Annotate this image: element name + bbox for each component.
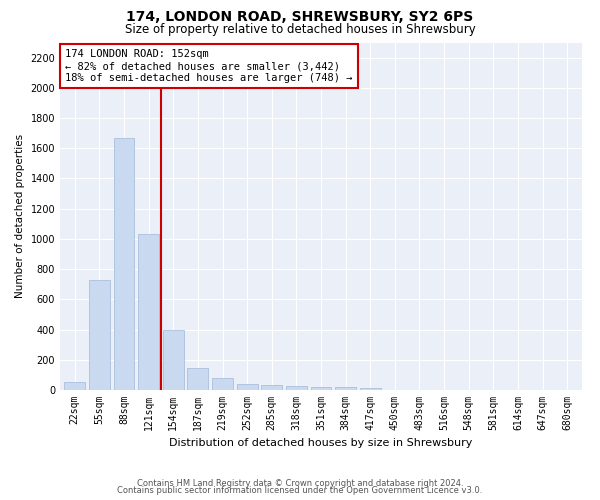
- Y-axis label: Number of detached properties: Number of detached properties: [15, 134, 25, 298]
- Text: 174 LONDON ROAD: 152sqm
← 82% of detached houses are smaller (3,442)
18% of semi: 174 LONDON ROAD: 152sqm ← 82% of detache…: [65, 50, 353, 82]
- Bar: [187, 368, 208, 390]
- Bar: [261, 386, 282, 390]
- Bar: [64, 382, 85, 390]
- Text: Contains public sector information licensed under the Open Government Licence v3: Contains public sector information licen…: [118, 486, 482, 495]
- Bar: [311, 387, 331, 390]
- Bar: [113, 138, 134, 390]
- Bar: [89, 280, 110, 390]
- Text: Contains HM Land Registry data © Crown copyright and database right 2024.: Contains HM Land Registry data © Crown c…: [137, 478, 463, 488]
- X-axis label: Distribution of detached houses by size in Shrewsbury: Distribution of detached houses by size …: [169, 438, 473, 448]
- Bar: [335, 387, 356, 390]
- Bar: [138, 234, 159, 390]
- Bar: [163, 330, 184, 390]
- Text: Size of property relative to detached houses in Shrewsbury: Size of property relative to detached ho…: [125, 22, 475, 36]
- Bar: [360, 388, 381, 390]
- Text: 174, LONDON ROAD, SHREWSBURY, SY2 6PS: 174, LONDON ROAD, SHREWSBURY, SY2 6PS: [127, 10, 473, 24]
- Bar: [236, 384, 257, 390]
- Bar: [286, 386, 307, 390]
- Bar: [212, 378, 233, 390]
